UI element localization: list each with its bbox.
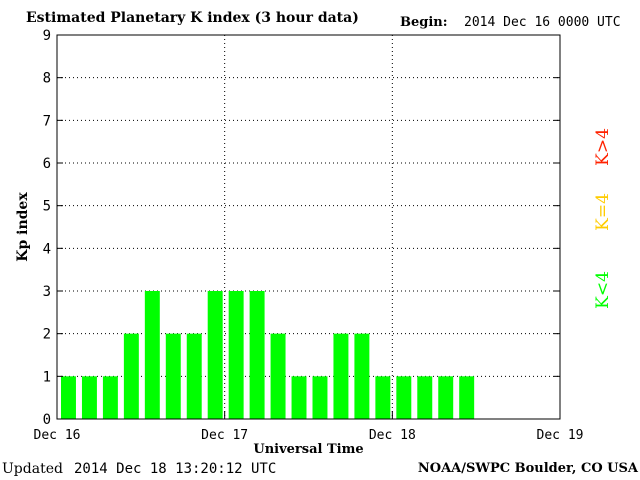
kp-bar xyxy=(123,333,139,419)
kp-bar xyxy=(270,333,286,419)
kp-bar xyxy=(396,376,412,419)
begin-value: 2014 Dec 16 0000 UTC xyxy=(464,15,621,30)
kp-bar xyxy=(186,333,202,419)
kp-bar xyxy=(61,376,76,419)
kp-bar xyxy=(102,376,118,419)
kp-bar xyxy=(207,291,223,419)
kp-bar xyxy=(144,291,160,419)
kp-bar xyxy=(228,291,244,419)
kp-bar xyxy=(333,333,349,419)
kp-bar xyxy=(417,376,433,419)
updated-label: Updated xyxy=(2,461,63,477)
chart-title: Estimated Planetary K index (3 hour data… xyxy=(26,10,359,26)
legend-item: K=4 xyxy=(593,193,613,231)
x-tick-label: Dec 18 xyxy=(369,428,416,443)
y-tick-label: 5 xyxy=(43,199,51,215)
x-tick-label: Dec 19 xyxy=(537,428,584,443)
y-tick-label: 1 xyxy=(43,369,51,385)
kp-bar xyxy=(249,291,265,419)
kp-bar xyxy=(165,333,181,419)
legend-item: K<4 xyxy=(593,271,613,309)
kp-bar xyxy=(375,376,391,419)
updated-value: 2014 Dec 18 13:20:12 UTC xyxy=(74,461,277,477)
plot-frame xyxy=(56,34,561,420)
x-axis-label: Universal Time xyxy=(253,442,363,457)
y-tick-label: 9 xyxy=(43,28,51,44)
x-tick-label: Dec 16 xyxy=(34,428,81,443)
x-tick-label: Dec 17 xyxy=(201,428,248,443)
credit-text: NOAA/SWPC Boulder, CO USA xyxy=(417,461,638,476)
legend-item: K>4 xyxy=(593,128,613,166)
kp-bar xyxy=(81,376,97,419)
y-tick-label: 3 xyxy=(43,284,51,300)
y-tick-label: 6 xyxy=(43,156,51,172)
kp-bar xyxy=(312,376,328,419)
y-tick-label: 7 xyxy=(43,113,51,129)
y-tick-label: 2 xyxy=(43,327,51,343)
kp-bar xyxy=(291,376,307,419)
y-axis-label: Kp index xyxy=(15,192,31,262)
kp-bar xyxy=(459,376,475,419)
y-tick-label: 0 xyxy=(43,412,51,428)
y-tick-label: 8 xyxy=(43,71,51,87)
begin-label: Begin: xyxy=(400,15,448,30)
kp-bar xyxy=(354,333,370,419)
y-tick-label: 4 xyxy=(43,241,51,257)
kp-bar xyxy=(438,376,454,419)
